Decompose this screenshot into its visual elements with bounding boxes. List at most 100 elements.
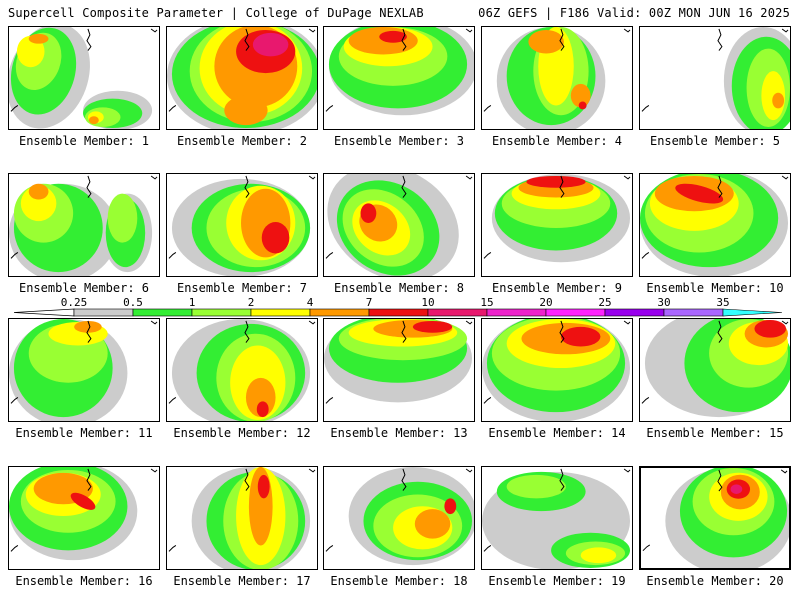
scp-contour-region — [412, 320, 453, 333]
coastline-outline — [483, 105, 492, 112]
colorbar-tick-label: 2 — [248, 297, 255, 309]
coastline-outline — [401, 28, 407, 51]
coastline-outline — [780, 469, 788, 474]
coastline-outline — [641, 252, 650, 259]
ensemble-member-panel[interactable] — [481, 466, 633, 570]
scp-field-map — [168, 175, 316, 276]
coastline-outline — [10, 545, 19, 552]
scp-contour-region — [578, 101, 587, 110]
ensemble-member-panel[interactable] — [323, 173, 475, 277]
ensemble-member-label: Ensemble Member: 20 — [646, 574, 784, 588]
scp-field-map — [642, 468, 789, 568]
colorbar-segment — [250, 308, 311, 317]
ensemble-member-panel[interactable] — [8, 466, 160, 570]
colorbar-under-arrow — [14, 308, 75, 317]
colorbar-tick-label: 20 — [539, 297, 552, 309]
scp-contour-region — [414, 509, 451, 539]
ensemble-member-label: Ensemble Member: 10 — [646, 281, 784, 295]
ensemble-member-panel[interactable] — [481, 26, 633, 130]
ensemble-member-label: Ensemble Member: 16 — [15, 574, 153, 588]
scp-field-map — [483, 174, 631, 263]
ensemble-member-panel[interactable] — [323, 26, 475, 130]
coastline-outline — [717, 469, 723, 492]
ensemble-member-panel[interactable] — [166, 318, 318, 422]
ensemble-member-label: Ensemble Member: 9 — [491, 281, 623, 295]
coastline-outline — [401, 175, 407, 198]
ensemble-member-panel[interactable] — [323, 318, 475, 422]
coastline-outline — [10, 105, 19, 112]
ensemble-member-label: Ensemble Member: 11 — [15, 426, 153, 440]
scp-contour-region — [580, 547, 617, 564]
ensemble-member-panel[interactable] — [481, 173, 633, 277]
scp-contour-region — [88, 116, 99, 125]
coastline-outline — [623, 175, 631, 180]
coastline-outline — [325, 252, 334, 259]
ensemble-member-panel[interactable] — [639, 318, 791, 422]
scp-field-map — [168, 319, 316, 421]
coastline-outline — [10, 397, 19, 404]
ensemble-member-label: Ensemble Member: 17 — [173, 574, 311, 588]
coastline-outline — [150, 320, 158, 325]
coastline-outline — [465, 468, 473, 473]
coastline-outline — [325, 545, 334, 552]
ensemble-member-panel[interactable] — [8, 318, 160, 422]
coastline-outline — [168, 105, 177, 112]
scp-contour-region — [257, 474, 270, 499]
ensemble-member-label: Ensemble Member: 15 — [646, 426, 784, 440]
coastline-outline — [641, 105, 650, 112]
scp-field-map — [641, 27, 790, 129]
ensemble-member-panel[interactable] — [166, 26, 318, 130]
colorbar-segment — [368, 308, 429, 317]
scp-field-map — [482, 319, 631, 421]
scp-field-map — [325, 27, 474, 116]
coastline-outline — [401, 320, 407, 343]
ensemble-member-label: Ensemble Member: 13 — [330, 426, 468, 440]
coastline-outline — [781, 320, 789, 325]
ensemble-member-panel[interactable] — [8, 26, 160, 130]
ensemble-member-label: Ensemble Member: 8 — [333, 281, 465, 295]
scp-contour-region — [754, 319, 787, 338]
coastline-outline — [623, 28, 631, 33]
ensemble-member-panel[interactable] — [639, 26, 791, 130]
ensemble-member-panel[interactable] — [166, 466, 318, 570]
ensemble-member-panel[interactable] — [639, 466, 791, 570]
coastline-outline — [308, 468, 316, 473]
scp-contour-region — [528, 29, 564, 54]
coastline-outline — [168, 545, 177, 552]
scp-field-map — [9, 27, 158, 129]
coastline-outline — [10, 252, 19, 259]
coastline-outline — [325, 105, 334, 112]
scp-contour-region — [252, 32, 289, 57]
colorbar-segment — [191, 308, 252, 317]
coastline-outline — [717, 320, 723, 343]
colorbar-tick-label: 30 — [657, 297, 670, 309]
ensemble-member-label: Ensemble Member: 6 — [18, 281, 150, 295]
scp-contour-region — [526, 175, 586, 188]
ensemble-member-label: Ensemble Member: 2 — [176, 134, 308, 148]
ensemble-member-panel[interactable] — [166, 173, 318, 277]
coastline-outline — [308, 320, 316, 325]
coastline-outline — [150, 468, 158, 473]
coastline-outline — [483, 252, 492, 259]
ensemble-member-panel[interactable] — [8, 173, 160, 277]
ensemble-member-panel[interactable] — [639, 173, 791, 277]
coastline-outline — [623, 468, 631, 473]
coastline-outline — [642, 544, 651, 552]
coastline-outline — [781, 175, 789, 180]
scp-contour-region — [28, 183, 49, 200]
colorbar-segment — [545, 308, 606, 317]
scp-contour-region — [261, 222, 290, 254]
scp-field-map — [640, 174, 789, 276]
coastline-outline — [325, 397, 334, 404]
colorbar-tick-label: 0.5 — [123, 297, 143, 309]
coastline-outline — [244, 175, 250, 198]
ensemble-member-panel[interactable] — [481, 318, 633, 422]
ensemble-member-label: Ensemble Member: 12 — [173, 426, 311, 440]
ensemble-member-panel[interactable] — [323, 466, 475, 570]
scp-contour-region — [224, 95, 268, 126]
scp-contour-region — [560, 326, 601, 347]
scp-field-map — [482, 468, 631, 569]
coastline-outline — [465, 320, 473, 325]
scp-field-map — [9, 467, 158, 561]
ensemble-member-label: Ensemble Member: 4 — [491, 134, 623, 148]
